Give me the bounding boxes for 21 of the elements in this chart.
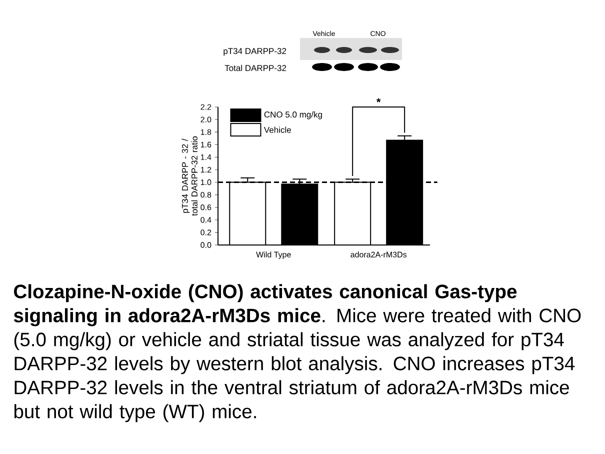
- y-tick-label: 0.0: [200, 242, 212, 248]
- y-tick-label: 1.6: [200, 142, 212, 148]
- text: pT34 DARPP-32: [224, 48, 286, 56]
- y-tick-label: 0.6: [200, 204, 212, 210]
- y-tick-label: 0.2: [200, 230, 212, 236]
- y-axis-title: pT34 DARPP - 32 / total DARPP-32 ratio: [182, 136, 198, 216]
- legend-label: CNO 5.0 mg/kg: [264, 111, 322, 120]
- text: Clozapine-N-oxide (CNO) activates canonical Gas-type signaling in adora2A-rM3Ds mice. Mice were treated with CNO (5.0 mg/kg) or vehicle and striatal tissue was analyzed for pT34 DARPP-32 levels by western blot analysis. CNO increases pT34 DARPP-32 levels in the ventral striatum of adora2A-rM3Ds mice but not wild type (WT) mice.: [14, 284, 581, 422]
- y-tick-label: 0.4: [200, 217, 212, 223]
- y-tick-label: 2.2: [200, 104, 212, 110]
- x-tick-label: Wild Type: [256, 252, 291, 259]
- y-tick-label: 1.0: [200, 179, 212, 186]
- legend-label: Vehicle: [264, 126, 291, 133]
- text: *: [376, 98, 381, 102]
- y-tick-label: 0.8: [200, 192, 212, 198]
- text: Total DARPP-32: [224, 64, 286, 72]
- y-tick-label: 1.8: [200, 129, 212, 135]
- y-tick-label: 1.4: [200, 154, 212, 160]
- y-tick-label: 1.2: [200, 166, 212, 173]
- x-tick-label: adora2A-rM3Ds: [350, 252, 407, 258]
- y-tick-label: 2.0: [200, 116, 212, 122]
